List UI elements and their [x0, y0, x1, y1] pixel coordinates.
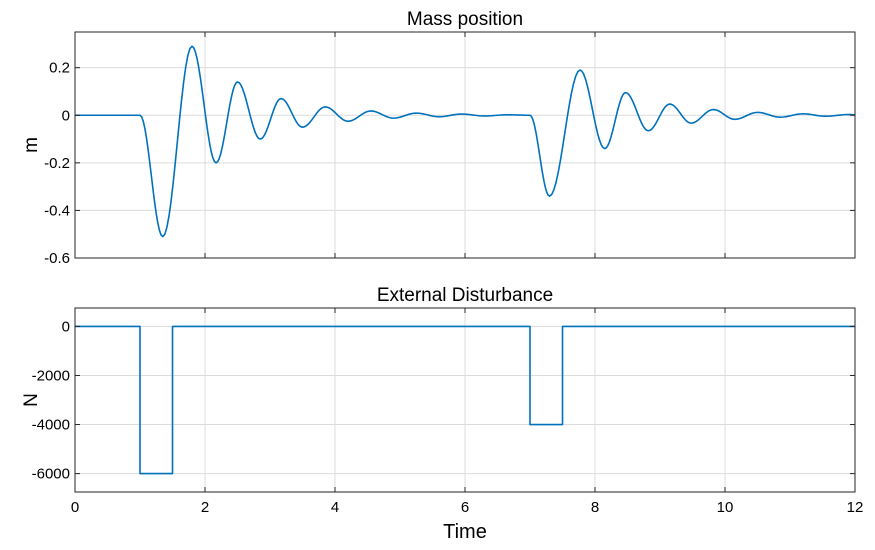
- y-tick-label: -6000: [32, 466, 70, 483]
- series-line-0: [75, 325, 855, 475]
- x-tick-label: 6: [461, 499, 469, 516]
- chart-title: Mass position: [407, 9, 523, 30]
- x-tick-label: 2: [201, 499, 209, 516]
- chart-title: External Disturbance: [377, 285, 553, 306]
- y-tick-label: 0.2: [49, 60, 70, 77]
- x-tick-label: 12: [847, 499, 864, 516]
- series-line-0: [75, 45, 856, 238]
- x-tick-label: 8: [591, 499, 599, 516]
- y-tick-label: -0.6: [44, 250, 70, 267]
- mass-position-panel: 0.2 0 -0.2 -0.4 -0.6 Mass position m: [21, 9, 856, 267]
- y-tick-label: -2000: [32, 367, 70, 384]
- x-tick-label: 4: [331, 499, 339, 516]
- y-axis-label: m: [21, 137, 42, 153]
- y-tick-label: 0: [62, 107, 70, 124]
- y-tick-label: 0: [62, 318, 70, 335]
- x-tick-label: 0: [71, 499, 79, 516]
- y-tick-label: -4000: [32, 417, 70, 434]
- y-tick-label: -0.2: [44, 155, 70, 172]
- y-axis-label: N: [21, 393, 42, 407]
- y-tick-label: -0.4: [44, 202, 70, 219]
- x-tick-label: 10: [717, 499, 734, 516]
- x-axis-label: Time: [443, 521, 487, 543]
